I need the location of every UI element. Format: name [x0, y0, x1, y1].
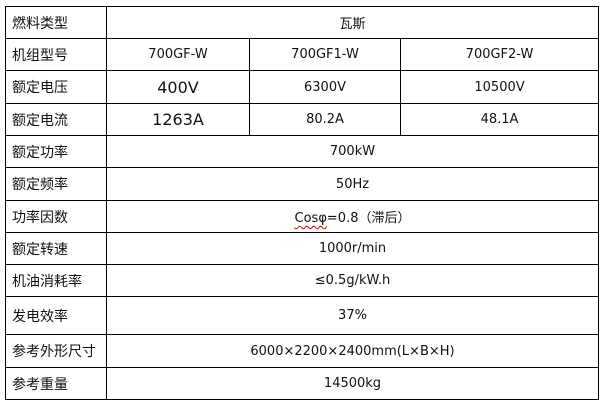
generator-spec-table: 燃料类型 瓦斯 机组型号 700GF-W 700GF1-W 700GF2-W 额… — [5, 6, 599, 400]
cell: 1263A — [106, 103, 250, 136]
row-oil-consumption: 机油消耗率 ≤0.5g/kW.h — [5, 264, 599, 297]
row-label: 功率因数 — [5, 200, 107, 233]
cell: 10500V — [400, 70, 599, 104]
row-label: 燃料类型 — [5, 6, 107, 39]
row-label: 额定功率 — [5, 135, 107, 168]
row-value: 瓦斯 — [106, 6, 599, 39]
row-rated-speed: 额定转速 1000r/min — [5, 232, 599, 265]
row-rated-frequency: 额定频率 50Hz — [5, 167, 599, 201]
row-label: 发电效率 — [5, 296, 107, 335]
row-efficiency: 发电效率 37% — [5, 296, 599, 335]
cell: 700GF-W — [106, 38, 250, 71]
cell: 6300V — [249, 70, 401, 104]
row-label: 参考重量 — [5, 367, 107, 400]
row-label: 机油消耗率 — [5, 264, 107, 297]
row-value: 700kW — [106, 135, 599, 168]
row-dimensions: 参考外形尺寸 6000×2200×2400mm(L×B×H) — [5, 334, 599, 368]
row-rated-power: 额定功率 700kW — [5, 135, 599, 168]
row-weight: 参考重量 14500kg — [5, 367, 599, 400]
row-value: 14500kg — [106, 367, 599, 400]
row-label: 额定频率 — [5, 167, 107, 201]
power-factor-value: =0.8（滞后） — [326, 211, 411, 226]
cell: 400V — [106, 70, 250, 104]
cell: 48.1A — [400, 103, 599, 136]
row-label: 参考外形尺寸 — [5, 334, 107, 368]
cell: 700GF2-W — [400, 38, 599, 71]
row-label: 额定转速 — [5, 232, 107, 265]
row-value: 6000×2200×2400mm(L×B×H) — [106, 334, 599, 368]
cell: 700GF1-W — [249, 38, 401, 71]
row-rated-voltage: 额定电压 400V 6300V 10500V — [5, 70, 599, 104]
row-value: Cosφ=0.8（滞后） — [106, 200, 599, 233]
cos-phi-text: Cosφ — [294, 211, 327, 226]
cell: 80.2A — [249, 103, 401, 136]
row-value: ≤0.5g/kW.h — [106, 264, 599, 297]
row-power-factor: 功率因数 Cosφ=0.8（滞后） — [5, 200, 599, 233]
row-model: 机组型号 700GF-W 700GF1-W 700GF2-W — [5, 38, 599, 71]
row-rated-current: 额定电流 1263A 80.2A 48.1A — [5, 103, 599, 136]
row-label: 额定电压 — [5, 70, 107, 104]
row-value: 37% — [106, 296, 599, 335]
row-fuel-type: 燃料类型 瓦斯 — [5, 6, 599, 39]
row-label: 机组型号 — [5, 38, 107, 71]
row-label: 额定电流 — [5, 103, 107, 136]
row-value: 50Hz — [106, 167, 599, 201]
row-value: 1000r/min — [106, 232, 599, 265]
